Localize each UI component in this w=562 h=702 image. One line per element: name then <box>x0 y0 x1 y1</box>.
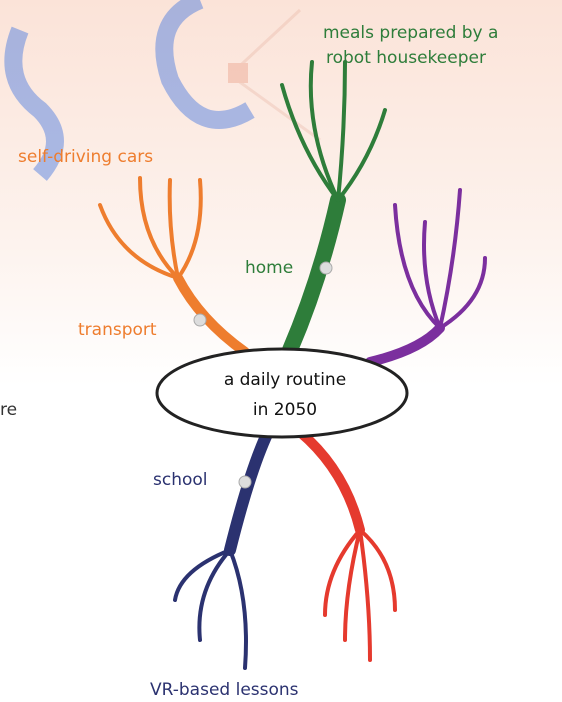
branch-label: home <box>245 258 293 278</box>
leaf-label: meals prepared by a <box>323 23 498 43</box>
cut-off-text: re <box>0 400 17 420</box>
center-text: in 2050 <box>253 400 317 420</box>
leaf-label: self-driving cars <box>18 147 153 167</box>
center-text: a daily routine <box>224 370 346 390</box>
leaf-label: VR-based lessons <box>150 680 299 700</box>
branch-label: school <box>153 470 208 490</box>
mind-map: a daily routine in 2050 home meals prepa… <box>0 0 562 702</box>
center-node <box>157 349 407 437</box>
leaf-label: robot housekeeper <box>326 48 486 68</box>
page: a daily routine in 2050 home meals prepa… <box>0 0 562 702</box>
branch-label: transport <box>78 320 157 340</box>
